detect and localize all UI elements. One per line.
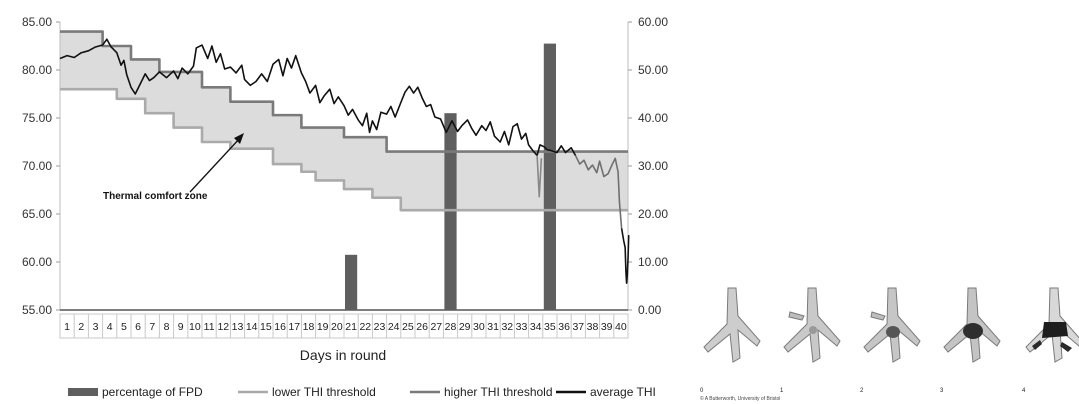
day-tick-label: 7 <box>149 321 155 333</box>
foot-score-label: 0 <box>700 388 704 394</box>
day-tick-label: 27 <box>430 321 442 333</box>
fpd-bar <box>444 113 457 310</box>
day-tick-label: 18 <box>303 321 315 333</box>
left-tick-label: 75.00 <box>22 111 52 125</box>
average-thi-drop--line <box>620 228 630 284</box>
day-tick-label: 28 <box>445 321 457 333</box>
day-tick-label: 36 <box>558 321 570 333</box>
day-tick-label: 11 <box>204 321 215 333</box>
right-tick-label: 50.00 <box>638 63 668 77</box>
day-tick-label: 38 <box>587 321 599 333</box>
average-thi-line <box>59 38 577 157</box>
foot-score-label: 1 <box>780 388 784 394</box>
day-tick-label: 30 <box>473 321 485 333</box>
comfort-zone-annotation: Thermal comfort zone <box>103 191 208 202</box>
day-tick-label: 21 <box>345 321 357 333</box>
legend-entry-label: higher THI threshold <box>444 385 553 399</box>
annotation-arrow <box>189 136 242 193</box>
day-tick-label: 1 <box>64 321 70 333</box>
left-tick-label: 65.00 <box>22 207 52 221</box>
annotation-arrowhead <box>234 133 244 144</box>
left-tick-label: 55.00 <box>22 303 52 317</box>
average-thi-final-days--line <box>574 155 623 229</box>
right-tick-label: 10.00 <box>638 255 668 269</box>
fpd-bars <box>345 43 556 310</box>
fpd-bar <box>543 43 556 310</box>
day-tick-label: 12 <box>217 321 229 333</box>
day-tick-label: 32 <box>501 321 513 333</box>
right-tick-label: 30.00 <box>638 159 668 173</box>
right-tick-label: 60.00 <box>638 15 668 29</box>
day-tick-label: 25 <box>402 321 414 333</box>
day-tick-label: 15 <box>260 321 272 333</box>
legend-entry-label: percentage of FPD <box>102 385 203 399</box>
legend: percentage of FPD lower THI threshold high… <box>68 385 656 399</box>
day-tick-label: 9 <box>178 321 184 333</box>
x-axis-label: Days in round <box>300 347 386 363</box>
foot-score-0-image <box>700 286 766 368</box>
fpd-bar <box>345 254 358 310</box>
day-tick-label: 16 <box>274 321 286 333</box>
axis-labels: 55.00 60.00 65.00 70.00 75.00 80.00 85.00 0.00 1… <box>22 15 668 333</box>
average-thi-dip--line <box>536 155 543 198</box>
day-tick-label: 19 <box>317 321 329 333</box>
day-tick-label: 35 <box>544 321 556 333</box>
foot-score-3-image <box>940 286 1006 368</box>
day-tick-label: 5 <box>121 321 127 333</box>
foot-score-label: 3 <box>940 388 944 394</box>
legend-entry-label: lower THI threshold <box>272 385 376 399</box>
foot-score-4-image <box>1022 286 1079 368</box>
lower-thi-threshold-line <box>60 87 628 212</box>
day-tick-label: 31 <box>487 321 499 333</box>
day-tick-label: 14 <box>246 321 258 333</box>
foot-score-2-image <box>860 286 926 368</box>
day-tick-label: 37 <box>572 321 584 333</box>
left-tick-label: 60.00 <box>22 255 52 269</box>
right-tick-label: 40.00 <box>638 111 668 125</box>
legend-swatch <box>68 388 98 396</box>
day-tick-label: 13 <box>232 321 244 333</box>
day-tick-label: 3 <box>93 321 99 333</box>
foot-pad-dermatitis-scores: 0 1 2 3 4 © A Butterworth, University of… <box>700 280 1079 404</box>
foot-score-label: 2 <box>860 388 864 394</box>
thi-lines <box>59 30 630 284</box>
foot-score-1-image <box>780 286 846 368</box>
image-credit: © A Butterworth, University of Bristol <box>700 396 781 402</box>
legend-entry-label: average THI <box>590 385 656 399</box>
day-tick-label: 10 <box>189 321 201 333</box>
fpd-thi-chart: 55.00 60.00 65.00 70.00 75.00 80.00 85.00 0.00 1… <box>22 15 668 399</box>
left-tick-label: 70.00 <box>22 159 52 173</box>
left-tick-label: 80.00 <box>22 63 52 77</box>
day-tick-label: 40 <box>615 321 627 333</box>
right-tick-label: 0.00 <box>638 303 662 317</box>
foot-score-label: 4 <box>1022 388 1026 394</box>
day-tick-label: 34 <box>530 321 542 333</box>
day-tick-label: 39 <box>601 321 613 333</box>
right-tick-label: 20.00 <box>638 207 668 221</box>
day-tick-label: 22 <box>359 321 371 333</box>
day-tick-label: 29 <box>459 321 471 333</box>
day-tick-label: 20 <box>331 321 343 333</box>
day-tick-label: 2 <box>78 321 84 333</box>
day-tick-label: 8 <box>164 321 170 333</box>
day-tick-label: 17 <box>288 321 300 333</box>
day-tick-label: 26 <box>416 321 428 333</box>
higher-thi-threshold-line <box>60 30 628 153</box>
day-tick-label: 33 <box>516 321 528 333</box>
day-tick-label: 4 <box>107 321 113 333</box>
day-tick-label: 23 <box>374 321 386 333</box>
day-tick-label: 6 <box>135 321 141 333</box>
left-tick-label: 85.00 <box>22 15 52 29</box>
day-tick-label: 24 <box>388 321 400 333</box>
